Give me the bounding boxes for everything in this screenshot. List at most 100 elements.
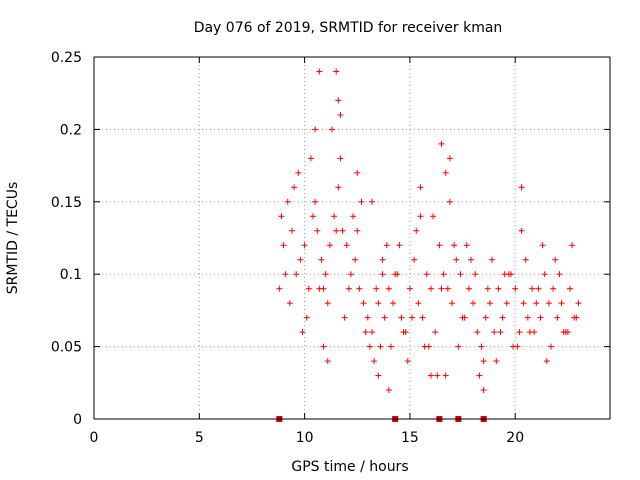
- data-point: [432, 329, 439, 336]
- data-point: [537, 314, 544, 321]
- chart-title: Day 076 of 2019, SRMTID for receiver kma…: [194, 20, 503, 36]
- data-point: [324, 300, 331, 307]
- grid: [94, 57, 610, 419]
- data-point: [316, 285, 323, 292]
- data-point: [444, 285, 451, 292]
- data-point: [446, 198, 453, 205]
- data-point: [520, 300, 527, 307]
- data-point: [552, 256, 559, 263]
- data-point: [482, 314, 489, 321]
- data-point: [518, 184, 525, 191]
- data-point: [436, 242, 443, 249]
- data-point: [417, 184, 424, 191]
- data-point: [423, 271, 430, 278]
- data-point: [379, 256, 386, 263]
- data-point: [499, 314, 506, 321]
- data-point: [293, 271, 300, 278]
- data-point: [291, 184, 298, 191]
- plot-frame: [93, 56, 611, 420]
- data-point: [404, 358, 411, 365]
- y-tick-label: 0: [73, 412, 82, 428]
- data-point: [379, 271, 386, 278]
- data-point: [331, 213, 338, 220]
- data-point: [411, 256, 418, 263]
- data-point: [352, 256, 359, 263]
- data-point: [278, 213, 285, 220]
- data-point: [545, 300, 552, 307]
- data-point: [385, 285, 392, 292]
- data-point: [371, 358, 378, 365]
- data-point: [324, 358, 331, 365]
- data-point: [409, 314, 416, 321]
- data-point: [474, 329, 481, 336]
- data-point: [478, 343, 485, 350]
- data-point: [335, 97, 342, 104]
- data-point: [301, 242, 308, 249]
- data-point: [543, 358, 550, 365]
- data-point: [375, 372, 382, 379]
- data-point: [455, 343, 462, 350]
- data-point: [491, 329, 498, 336]
- data-point: [282, 271, 289, 278]
- data-point: [339, 227, 346, 234]
- data-point: [310, 213, 317, 220]
- data-point: [522, 256, 529, 263]
- data-point: [345, 285, 352, 292]
- y-tick-label: 0.1: [60, 267, 82, 283]
- data-point: [373, 285, 380, 292]
- data-point: [457, 271, 464, 278]
- data-point: [377, 343, 384, 350]
- x-tick-label: 10: [296, 430, 314, 446]
- data-point: [356, 285, 363, 292]
- data-point: [449, 300, 456, 307]
- data-point: [337, 155, 344, 162]
- data-points: [276, 68, 582, 394]
- data-point: [529, 285, 536, 292]
- data-point: [512, 285, 519, 292]
- data-point: [438, 140, 445, 147]
- data-point: [328, 126, 335, 133]
- data-point: [369, 198, 376, 205]
- x-tick-label: 0: [90, 430, 99, 446]
- data-point: [516, 329, 523, 336]
- data-point: [333, 68, 340, 75]
- data-point: [341, 314, 348, 321]
- data-point: [533, 300, 540, 307]
- data-point: [347, 271, 354, 278]
- data-point: [369, 329, 376, 336]
- data-point: [427, 372, 434, 379]
- x-tick-label: 20: [506, 430, 524, 446]
- data-point: [396, 242, 403, 249]
- data-point: [322, 271, 329, 278]
- data-point: [440, 271, 447, 278]
- data-point: [305, 285, 312, 292]
- data-point: [467, 256, 474, 263]
- data-point: [387, 343, 394, 350]
- data-point: [453, 256, 460, 263]
- data-point: [558, 300, 565, 307]
- data-point: [484, 285, 491, 292]
- data-point: [320, 343, 327, 350]
- data-point: [364, 314, 371, 321]
- data-point: [465, 285, 472, 292]
- data-point: [299, 329, 306, 336]
- data-point: [286, 300, 293, 307]
- data-point: [307, 155, 314, 162]
- data-point: [446, 155, 453, 162]
- data-point: [303, 314, 310, 321]
- data-point: [486, 300, 493, 307]
- data-point: [335, 184, 342, 191]
- data-point: [297, 256, 304, 263]
- data-point: [288, 227, 295, 234]
- axis-ticks: 0 0.05 0.1 0.15 0.2 0.25 0 5 10 15 20: [51, 50, 610, 446]
- data-point: [569, 242, 576, 249]
- data-point: [312, 126, 319, 133]
- data-point: [425, 343, 432, 350]
- data-point: [375, 300, 382, 307]
- data-point: [575, 300, 582, 307]
- x-axis-title: GPS time / hours: [291, 459, 408, 475]
- data-point: [417, 213, 424, 220]
- data-point: [556, 271, 563, 278]
- data-point: [295, 169, 302, 176]
